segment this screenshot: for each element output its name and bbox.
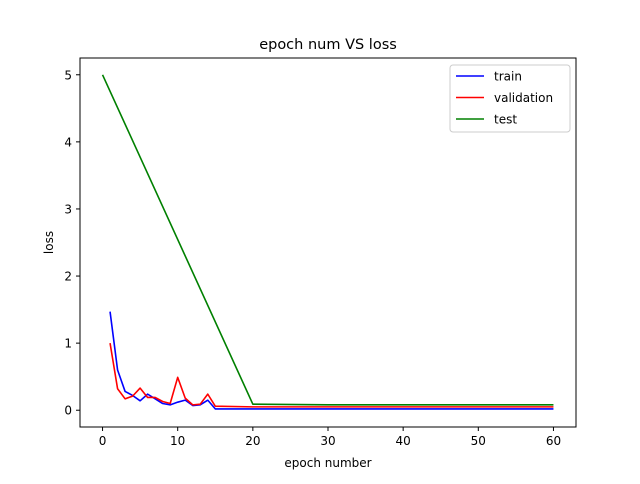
x-tick-label: 40 — [396, 434, 411, 448]
series-line-validation — [109, 343, 554, 408]
x-tick-label: 50 — [471, 434, 486, 448]
legend-label-test: test — [494, 113, 517, 127]
x-axis-label: epoch number — [284, 456, 371, 470]
legend-label-train: train — [494, 70, 522, 84]
chart-title: epoch num VS loss — [259, 37, 397, 53]
y-tick-label: 0 — [64, 404, 72, 418]
y-axis-label: loss — [42, 231, 56, 254]
x-tick-label: 60 — [546, 434, 561, 448]
x-tick-label: 0 — [99, 434, 107, 448]
plot-frame — [79, 57, 577, 428]
series-line-train — [109, 311, 554, 410]
x-tick-label: 30 — [320, 434, 335, 448]
legend-box — [449, 64, 571, 133]
x-tick-label: 10 — [170, 434, 185, 448]
x-tick-label: 20 — [245, 434, 260, 448]
y-tick-label: 3 — [64, 202, 72, 216]
legend-label-validation: validation — [494, 91, 553, 105]
y-tick-label: 5 — [64, 68, 72, 82]
series-group — [101, 74, 554, 410]
y-tick-label: 2 — [64, 270, 72, 284]
series-line-test — [101, 74, 554, 406]
y-tick-label: 4 — [64, 135, 72, 149]
tick-group: 0 10 20 30 40 50 60 0 1 2 3 4 5 — [64, 68, 561, 448]
legend: train validation test — [449, 64, 571, 133]
y-tick-label: 1 — [64, 337, 72, 351]
